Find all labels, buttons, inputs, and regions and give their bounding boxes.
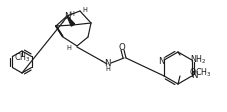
Text: N: N <box>64 12 70 20</box>
Text: N: N <box>191 70 197 80</box>
Text: N: N <box>103 59 110 69</box>
Polygon shape <box>67 16 74 26</box>
Text: H: H <box>105 66 110 72</box>
Text: OCH$_3$: OCH$_3$ <box>188 67 211 79</box>
Text: H: H <box>66 45 71 51</box>
Text: O: O <box>118 42 125 52</box>
Text: H: H <box>82 7 87 13</box>
Text: NH$_2$: NH$_2$ <box>189 54 206 66</box>
Text: H: H <box>69 11 74 17</box>
Text: CH$_3$: CH$_3$ <box>14 52 30 64</box>
Text: N: N <box>157 56 164 66</box>
